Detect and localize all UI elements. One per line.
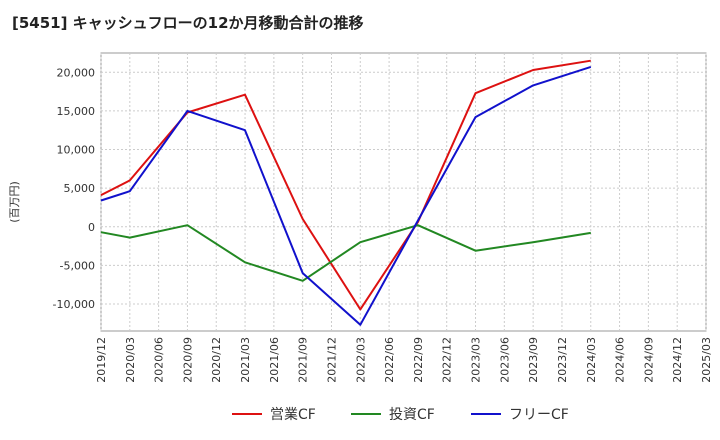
x-tick-label: 2024/09: [642, 337, 655, 383]
y-axis: -10,000 -5,000 0 5,000 10,000 15,000 20,000: [53, 66, 95, 311]
y-tick-label: -5,000: [60, 259, 95, 272]
legend-label: 投資CF: [389, 407, 435, 423]
y-tick-label: 15,000: [57, 105, 96, 118]
legend-label: 営業CF: [270, 407, 316, 423]
plot-area: [100, 52, 707, 332]
x-tick-label: 2020/12: [210, 337, 223, 383]
chart-title: [5451] キャッシュフローの12か月移動合計の推移: [12, 14, 364, 32]
x-tick-label: 2023/12: [556, 337, 569, 383]
x-tick-label: 2021/12: [325, 337, 338, 383]
series-line: [100, 59, 591, 311]
x-tick-label: 2022/06: [383, 337, 396, 383]
series-group: [100, 59, 592, 326]
legend: 営業CF 投資CF フリーCF: [232, 407, 569, 423]
x-tick-label: 2023/03: [470, 337, 483, 383]
y-tick-label: 20,000: [57, 66, 96, 79]
legend-label: フリーCF: [509, 407, 569, 423]
y-tick-label: -10,000: [53, 298, 95, 311]
y-axis-label: (百万円): [8, 181, 21, 223]
y-tick-label: 5,000: [64, 182, 96, 195]
x-tick-label: 2024/12: [671, 337, 684, 383]
x-tick-label: 2022/03: [354, 337, 367, 383]
x-axis: 2019/12 2020/03 2020/06 2020/09 2020/12 2021/…: [95, 337, 713, 383]
series-line: [100, 65, 592, 326]
x-tick-label: 2025/03: [700, 337, 713, 383]
x-tick-label: 2020/06: [153, 337, 166, 383]
x-tick-label: 2023/06: [498, 337, 511, 383]
x-tick-label: 2021/03: [239, 337, 252, 383]
x-tick-label: 2021/06: [268, 337, 281, 383]
x-tick-label: 2024/03: [585, 337, 598, 383]
x-tick-label: 2020/03: [124, 337, 137, 383]
x-tick-label: 2021/09: [297, 337, 310, 383]
x-tick-label: 2023/09: [527, 337, 540, 383]
y-tick-label: 0: [88, 221, 95, 234]
grid-lines: [100, 53, 707, 331]
x-tick-label: 2022/12: [441, 337, 454, 383]
x-tick-label: 2019/12: [95, 337, 108, 383]
series-line: [100, 224, 591, 282]
x-tick-label: 2024/06: [614, 337, 627, 383]
x-tick-label: 2020/09: [181, 337, 194, 383]
y-tick-label: 10,000: [57, 144, 96, 157]
x-tick-label: 2022/09: [412, 337, 425, 383]
